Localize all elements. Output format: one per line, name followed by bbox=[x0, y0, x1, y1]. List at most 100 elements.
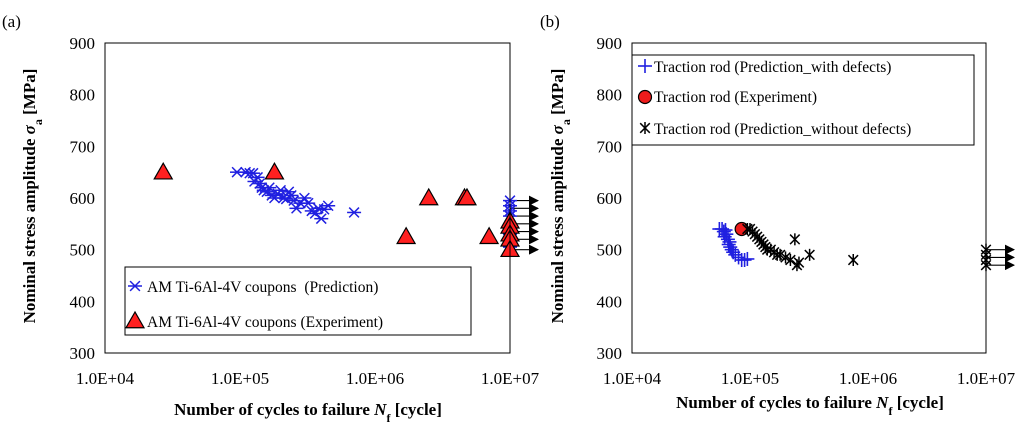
legend-symbol-shape bbox=[637, 89, 653, 105]
y-title-unit: [MPa] bbox=[548, 69, 567, 120]
x-title-unit: [cycle] bbox=[390, 400, 441, 419]
data-point-stroke bbox=[322, 200, 334, 212]
data-point-shape bbox=[479, 226, 500, 245]
data-point bbox=[314, 213, 329, 225]
y-tick-label: 300 bbox=[70, 344, 96, 363]
y-title-variable: σ bbox=[20, 124, 39, 134]
data-point bbox=[789, 233, 801, 246]
series-1 bbox=[229, 166, 517, 253]
data-point bbox=[718, 223, 733, 238]
legend-label-experiment: AM Ti-6Al-4V coupons (Experiment) bbox=[147, 314, 383, 331]
data-point-stroke bbox=[294, 197, 306, 209]
legend-label-prediction: AM Ti-6Al-4V coupons (Prediction) bbox=[147, 279, 378, 296]
data-point-stroke bbox=[804, 249, 815, 261]
legend-symbol bbox=[638, 59, 652, 73]
x-axis-title-b: Number of cycles to failure Nf [cycle] bbox=[676, 393, 944, 418]
data-point-stroke bbox=[785, 254, 796, 266]
data-point bbox=[793, 256, 805, 269]
data-point-stroke bbox=[249, 176, 260, 187]
data-point bbox=[785, 254, 796, 266]
y-tick-labels-a: 300 400 500 600 700 800 900 bbox=[70, 34, 96, 363]
data-point bbox=[731, 250, 746, 265]
runout-arrows-b bbox=[986, 244, 1015, 271]
legend-box-a bbox=[124, 266, 472, 336]
y-tick-label: 700 bbox=[597, 137, 623, 156]
y-tick-label: 500 bbox=[597, 241, 623, 260]
data-series-b bbox=[712, 221, 992, 272]
legend-symbol bbox=[128, 280, 142, 292]
x-title-unit: [cycle] bbox=[892, 393, 943, 412]
x-title-subscript: f bbox=[386, 411, 391, 424]
series-1 bbox=[712, 222, 755, 267]
data-point bbox=[479, 226, 500, 245]
x-tick-label: 1.0E+05 bbox=[721, 369, 779, 388]
y-title-subscript: a bbox=[31, 119, 45, 125]
data-point bbox=[737, 253, 752, 267]
x-tick-label: 1.0E+07 bbox=[957, 369, 1016, 388]
y-tick-label: 700 bbox=[70, 137, 96, 156]
y-title-subscript: a bbox=[559, 119, 573, 125]
data-point bbox=[153, 161, 174, 180]
data-point-stroke bbox=[309, 208, 321, 219]
legend-symbol bbox=[637, 89, 653, 105]
data-point-stroke bbox=[288, 195, 300, 207]
data-point-stroke bbox=[348, 207, 360, 218]
y-title-unit: [MPa] bbox=[20, 69, 39, 120]
legend-symbol bbox=[639, 122, 651, 134]
legend-a: AM Ti-6Al-4V coupons (Prediction) AM Ti-… bbox=[124, 266, 472, 336]
data-point-stroke bbox=[302, 197, 314, 209]
x-tick-labels-b: 1.0E+04 1.0E+05 1.0E+06 1.0E+07 bbox=[603, 369, 1016, 388]
legend-marker-with-defects bbox=[638, 59, 652, 73]
data-point-stroke bbox=[285, 189, 297, 201]
chart-panel-b: (b) 300 400 500 600 700 800 900 1.0E+04 1.0E+05… bbox=[540, 12, 1016, 418]
data-point bbox=[264, 161, 285, 180]
plot-frame-a bbox=[104, 42, 511, 354]
y-tick-label: 500 bbox=[70, 241, 96, 260]
y-title-text: Nominal stress amplitude bbox=[20, 134, 39, 323]
plot-frame-b bbox=[631, 42, 987, 354]
data-point-stroke bbox=[298, 192, 310, 204]
y-axis-title-b: Nominal stress amplitude σa [MPa] bbox=[548, 69, 573, 324]
y-tick-label: 400 bbox=[597, 292, 623, 311]
data-point bbox=[301, 197, 316, 209]
data-point-stroke bbox=[291, 202, 302, 214]
data-point-shape bbox=[418, 187, 439, 206]
y-tick-label: 300 bbox=[597, 344, 623, 363]
x-title-text: Number of cycles to failure bbox=[174, 400, 374, 419]
series-2 bbox=[153, 161, 521, 258]
data-point bbox=[418, 187, 439, 206]
data-point-stroke bbox=[789, 234, 801, 245]
data-point-stroke bbox=[780, 252, 791, 263]
y-tick-label: 900 bbox=[70, 34, 96, 53]
legend-symbol-stroke bbox=[639, 122, 651, 134]
data-point-shape bbox=[153, 161, 174, 180]
y-tick-label: 400 bbox=[70, 292, 96, 311]
x-title-subscript: f bbox=[888, 404, 893, 418]
data-point bbox=[804, 248, 815, 261]
legend-symbol-stroke bbox=[129, 280, 141, 292]
legend-marker-experiment bbox=[124, 310, 146, 329]
data-point bbox=[740, 251, 755, 266]
legend-marker-prediction bbox=[128, 280, 142, 292]
x-tick-label: 1.0E+04 bbox=[76, 369, 135, 388]
data-point bbox=[321, 200, 336, 212]
legend-symbol bbox=[124, 310, 146, 329]
data-point bbox=[774, 248, 786, 261]
legend-b: Traction rod (Prediction_with defects) T… bbox=[631, 54, 975, 146]
data-point bbox=[396, 226, 417, 245]
data-series-a bbox=[153, 161, 521, 258]
data-point bbox=[347, 207, 362, 218]
y-tick-label: 800 bbox=[70, 86, 96, 105]
legend-marker-without-defects bbox=[639, 122, 651, 134]
data-point-stroke bbox=[231, 166, 243, 178]
data-point bbox=[722, 234, 737, 249]
data-point bbox=[297, 192, 312, 204]
legend-label-experiment-b: Traction rod (Experiment) bbox=[654, 89, 817, 106]
y-tick-label: 600 bbox=[597, 189, 623, 208]
data-point-stroke bbox=[263, 182, 275, 194]
legend-label-without-defects: Traction rod (Prediction_without defects… bbox=[654, 121, 911, 138]
y-title-text: Nominal stress amplitude bbox=[548, 134, 567, 323]
y-tick-label: 600 bbox=[70, 189, 96, 208]
x-tick-label: 1.0E+06 bbox=[839, 369, 897, 388]
